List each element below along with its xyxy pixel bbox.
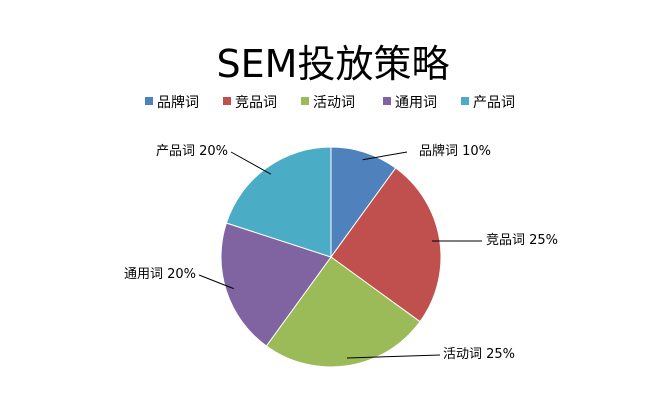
legend-label: 品牌词 bbox=[157, 94, 199, 111]
legend-item-5: 产品词 bbox=[461, 95, 515, 111]
legend-item-2: 竞品词 bbox=[223, 94, 277, 111]
legend-swatch bbox=[145, 97, 153, 105]
data-label-1: 品牌词 10% bbox=[419, 143, 491, 159]
pie-slices bbox=[220, 146, 442, 368]
data-label-4: 通用词 20% bbox=[124, 267, 196, 282]
legend-label: 产品词 bbox=[473, 95, 515, 111]
leader-lines bbox=[198, 151, 482, 359]
pie-slice-2 bbox=[330, 167, 442, 323]
data-label-3: 活动词 25% bbox=[443, 347, 515, 362]
legend-swatch bbox=[301, 97, 309, 105]
leader-line-5 bbox=[230, 151, 272, 175]
data-label-5: 产品词 20% bbox=[156, 144, 228, 159]
leader-line-1 bbox=[362, 151, 408, 161]
legend-swatch bbox=[461, 97, 469, 105]
leader-line-3 bbox=[346, 354, 441, 359]
pie-slice-5 bbox=[225, 146, 332, 258]
legend-label: 活动词 bbox=[313, 95, 355, 111]
legend-item-3: 活动词 bbox=[301, 95, 355, 111]
data-label-2: 竞品词 25% bbox=[486, 232, 558, 248]
legend-swatch bbox=[383, 97, 391, 105]
legend-item-4: 通用词 bbox=[383, 95, 437, 111]
pie-slice-3 bbox=[265, 256, 421, 368]
legend-label: 通用词 bbox=[395, 95, 437, 111]
legend: 品牌词 竞品词 活动词 通用词 产品词 bbox=[145, 94, 515, 111]
leader-line-4 bbox=[198, 274, 234, 290]
data-labels: 品牌词 10% 竞品词 25% 活动词 25% 通用词 20% 产品词 20% bbox=[124, 143, 558, 362]
legend-label: 竞品词 bbox=[235, 94, 277, 111]
pie-slice-4 bbox=[220, 222, 332, 347]
legend-item-1: 品牌词 bbox=[145, 94, 199, 111]
legend-swatch bbox=[223, 97, 231, 105]
chart-title: SEM投放策略 bbox=[217, 42, 450, 86]
